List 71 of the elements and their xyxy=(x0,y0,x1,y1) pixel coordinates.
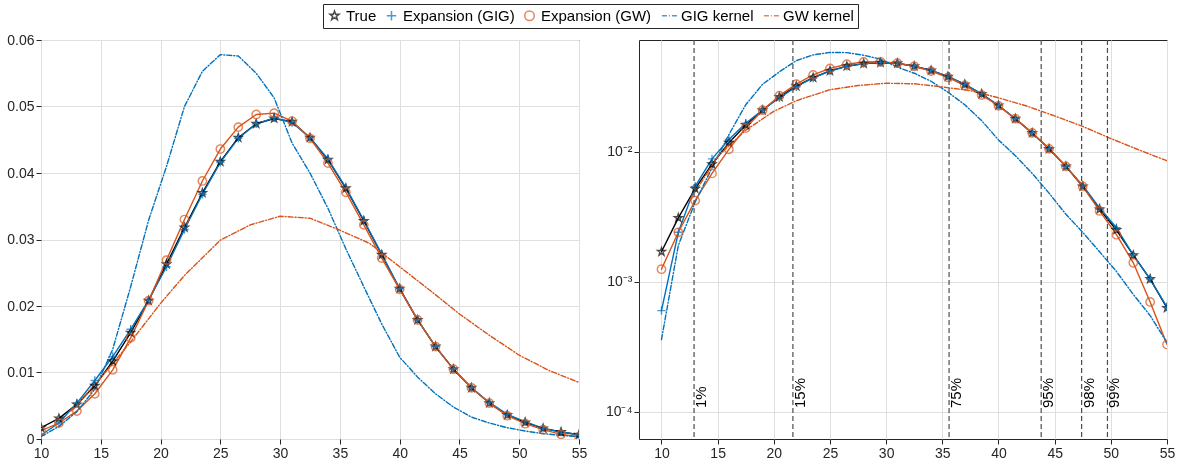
point xyxy=(179,214,190,225)
x-tick-label: 50 xyxy=(511,444,528,461)
annotation: 75% xyxy=(947,377,965,408)
x-tick-label: 40 xyxy=(392,444,409,461)
point xyxy=(89,388,100,399)
point xyxy=(107,364,118,375)
x-tick-label: 15 xyxy=(710,444,727,461)
y-tick-label: 0.06 xyxy=(7,31,35,48)
point xyxy=(71,406,82,416)
y-tick-label: 0 xyxy=(26,430,35,447)
point xyxy=(707,168,717,179)
point xyxy=(251,109,262,120)
point xyxy=(233,122,244,132)
y-tick-label: 0.04 xyxy=(7,164,35,181)
y-tick-label: 10⁻⁴ xyxy=(605,403,633,420)
point xyxy=(656,264,667,275)
point xyxy=(323,158,333,168)
point xyxy=(197,176,208,186)
y-tick-label: 0.05 xyxy=(7,98,35,114)
y-tick-label: 10⁻³ xyxy=(607,273,633,290)
annotation: 1% xyxy=(692,386,710,408)
x-tick-label: 25 xyxy=(213,444,229,461)
x-tick-label: 30 xyxy=(272,444,289,461)
x-tick-label: 45 xyxy=(1047,444,1064,461)
point xyxy=(125,333,136,343)
legend-label: GW kernel xyxy=(783,6,854,24)
point xyxy=(376,253,387,263)
legend-label: Expansion (GW) xyxy=(541,6,652,24)
point xyxy=(673,212,683,222)
point xyxy=(1145,297,1156,307)
legend-label: Expansion (GIG) xyxy=(403,6,515,24)
point xyxy=(90,380,100,390)
point xyxy=(707,153,717,164)
y-tick-label: 0.01 xyxy=(7,364,35,380)
x-tick-label: 20 xyxy=(153,444,170,461)
y-tick-label: 10⁻² xyxy=(607,143,633,160)
point xyxy=(54,413,64,423)
point xyxy=(358,220,369,230)
annotation: 98% xyxy=(1079,377,1097,408)
x-tick-label: 55 xyxy=(1159,444,1176,461)
x-tick-label: 10 xyxy=(33,444,50,461)
point xyxy=(1128,257,1139,268)
point xyxy=(723,144,734,155)
legend-label: True xyxy=(346,6,377,24)
point xyxy=(215,144,226,154)
x-tick-label: 10 xyxy=(654,444,670,461)
y-tick-label: 0.02 xyxy=(7,297,35,314)
x-tick-label: 25 xyxy=(822,444,839,461)
point xyxy=(269,108,280,119)
annotation: 95% xyxy=(1039,377,1057,408)
point xyxy=(690,195,701,206)
point xyxy=(161,255,172,265)
point xyxy=(707,159,717,169)
x-tick-label: 40 xyxy=(991,444,1007,461)
legend-label: GIG kernel xyxy=(681,6,754,24)
point xyxy=(1111,229,1122,240)
x-tick-label: 15 xyxy=(93,444,110,461)
x-tick-label: 35 xyxy=(935,444,951,461)
y-tick-label: 0.03 xyxy=(7,231,35,247)
x-tick-label: 50 xyxy=(1103,444,1120,461)
point xyxy=(108,356,118,366)
x-tick-label: 30 xyxy=(878,444,895,461)
x-tick-label: 35 xyxy=(332,444,349,461)
point xyxy=(340,187,351,198)
x-tick-label: 55 xyxy=(571,444,588,461)
annotation: 99% xyxy=(1105,377,1123,408)
point xyxy=(89,375,100,386)
point xyxy=(656,246,667,256)
annotation: 15% xyxy=(790,377,808,408)
x-tick-label: 45 xyxy=(452,444,468,461)
x-tick-label: 20 xyxy=(766,444,783,461)
